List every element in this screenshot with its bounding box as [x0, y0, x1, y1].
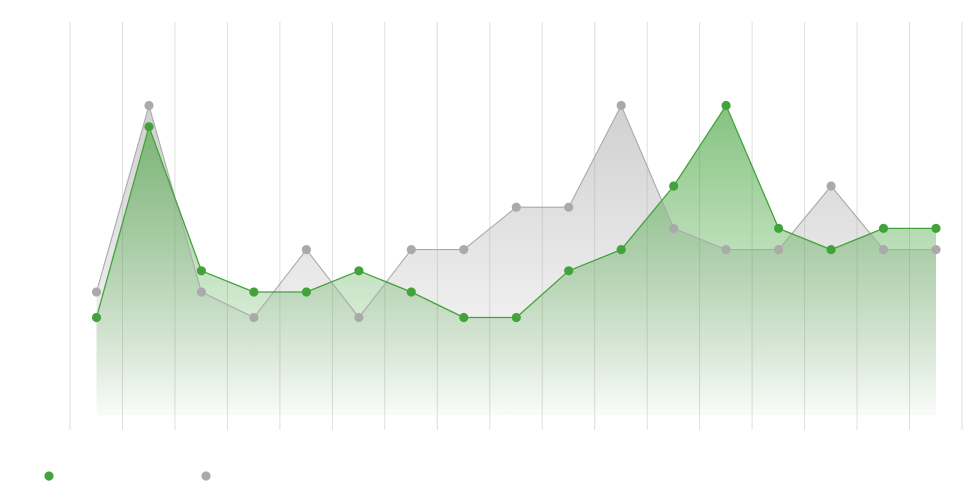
series-1-point [931, 223, 941, 233]
series-1-point [459, 312, 469, 323]
series-2-point [774, 245, 784, 255]
series-1-point [249, 287, 259, 297]
series-2-point [196, 287, 206, 297]
series-2-point [669, 223, 679, 233]
series-2-point [249, 312, 259, 323]
series-1-point [406, 287, 416, 297]
series-2-point [91, 287, 102, 297]
series-2-point [406, 245, 416, 255]
series-2-point [459, 245, 469, 255]
series-2-point [931, 245, 941, 255]
series-2-point [826, 181, 836, 191]
series-1-point [196, 266, 206, 276]
series-1-point [669, 181, 679, 191]
legend [44, 471, 211, 481]
series-1-point [616, 245, 626, 255]
series-areas [96, 105, 936, 415]
series-1-point [878, 223, 889, 233]
series-2-point [354, 312, 364, 323]
series-1-point [301, 287, 311, 297]
series-1-area [96, 105, 936, 415]
legend-marker-series-2 [201, 471, 211, 481]
series-1-point [91, 312, 102, 323]
legend-marker-series-1 [44, 471, 54, 481]
series-2-point [616, 100, 626, 111]
series-2-point [301, 245, 311, 255]
series-2-point [564, 202, 574, 212]
series-1-point [721, 100, 731, 111]
series-1-point [511, 312, 521, 323]
series-2-point [878, 245, 889, 255]
series-1-point [144, 122, 154, 132]
series-1-point [826, 245, 836, 255]
series-2-point [721, 245, 731, 255]
series-2-point [511, 202, 521, 212]
series-1-point [354, 266, 364, 276]
series-points [91, 100, 941, 323]
series-2-point [144, 100, 154, 111]
series-1-point [774, 223, 784, 233]
series-1-point [564, 266, 574, 276]
